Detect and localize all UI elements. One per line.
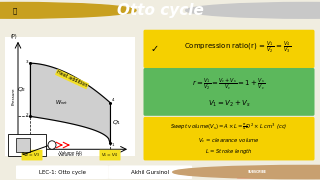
Text: 2: 2: [26, 113, 28, 117]
Text: Heat addition: Heat addition: [56, 70, 88, 88]
FancyBboxPatch shape: [143, 117, 315, 160]
Circle shape: [48, 141, 56, 149]
Text: $Q_2$: $Q_2$: [17, 85, 26, 94]
FancyBboxPatch shape: [143, 68, 315, 116]
Text: 🌿: 🌿: [12, 7, 17, 14]
Text: Akhil Gursinol: Akhil Gursinol: [132, 170, 169, 175]
Text: $W_{net}$: $W_{net}$: [55, 98, 69, 107]
Bar: [8, 134, 46, 156]
FancyBboxPatch shape: [21, 150, 43, 160]
Text: Compression ratio(r) = $\frac{V_1}{V_2}$ = $\frac{V_4}{V_3}$: Compression ratio(r) = $\frac{V_1}{V_2}$…: [184, 39, 291, 55]
Text: $V_c$ = clearance volume: $V_c$ = clearance volume: [198, 136, 260, 145]
Text: $V_1=V_4$: $V_1=V_4$: [101, 151, 119, 159]
FancyBboxPatch shape: [143, 30, 315, 68]
Text: (P): (P): [11, 34, 18, 39]
Polygon shape: [30, 63, 110, 143]
FancyBboxPatch shape: [237, 166, 278, 178]
Text: $V_1 = V_2 + V_s$: $V_1 = V_2 + V_s$: [208, 99, 250, 109]
Circle shape: [186, 3, 320, 18]
Text: Volume (V): Volume (V): [58, 153, 82, 157]
FancyBboxPatch shape: [100, 150, 121, 160]
Text: Volume (V): Volume (V): [59, 150, 81, 155]
Bar: [5, 37, 135, 156]
Circle shape: [202, 171, 234, 173]
Text: LEC-1: Otto cycle: LEC-1: Otto cycle: [39, 170, 86, 175]
Text: $L$ = Stroke length: $L$ = Stroke length: [205, 147, 253, 156]
Text: $Q_1$: $Q_1$: [112, 118, 121, 127]
Text: 4: 4: [112, 98, 115, 102]
Text: Swept volume$(V_s)=A\times L=\frac{\pi}{4}D^2\times L$ cm$^3$ (cc): Swept volume$(V_s)=A\times L=\frac{\pi}{…: [170, 122, 288, 133]
Text: SUBSCRIBE: SUBSCRIBE: [248, 170, 267, 174]
Text: 3: 3: [26, 60, 28, 64]
Text: $r = \frac{V_1}{V_2} = \frac{V_c + V_s}{V_c} = 1 + \frac{V_s}{V_c}$: $r = \frac{V_1}{V_2} = \frac{V_c + V_s}{…: [192, 76, 266, 92]
Text: Otto cycle: Otto cycle: [116, 3, 204, 18]
Text: 1: 1: [112, 143, 115, 147]
FancyBboxPatch shape: [16, 165, 109, 179]
Circle shape: [0, 3, 136, 18]
Circle shape: [214, 171, 246, 173]
Circle shape: [173, 165, 320, 179]
Text: Pressure: Pressure: [12, 87, 16, 105]
Text: $V_2=V_3$: $V_2=V_3$: [23, 151, 41, 159]
Text: ✓: ✓: [151, 44, 159, 54]
FancyBboxPatch shape: [109, 165, 192, 179]
Bar: [16, 138, 30, 152]
Circle shape: [189, 171, 221, 173]
